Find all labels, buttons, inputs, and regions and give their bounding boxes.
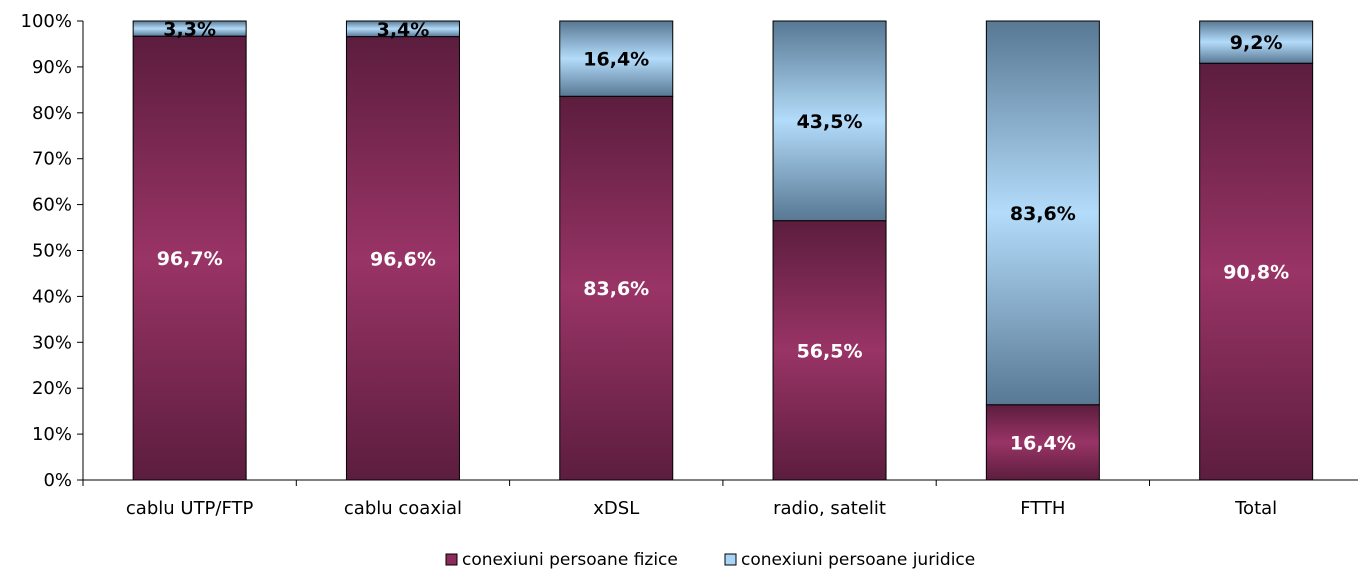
bar-persoane-fizice [345, 36, 460, 481]
y-tick-label: 70% [32, 149, 72, 170]
y-tick-label: 40% [32, 286, 72, 307]
data-label: 16,4% [583, 49, 649, 71]
bar-persoane-juridice [132, 20, 247, 37]
data-label: 83,6% [1010, 203, 1076, 225]
legend-label: conexiuni persoane juridice [741, 550, 975, 570]
bar-persoane-juridice [985, 20, 1100, 406]
x-tick-label: cablu UTP/FTP [126, 498, 254, 519]
legend-swatch [724, 553, 737, 566]
y-tick-label: 60% [32, 195, 72, 216]
y-tick-label: 80% [32, 103, 72, 124]
bar-persoane-juridice [1199, 20, 1314, 64]
data-label: 16,4% [1010, 432, 1076, 454]
data-label: 96,6% [370, 248, 436, 270]
y-tick-label: 50% [32, 241, 72, 262]
bar-persoane-juridice [345, 20, 460, 38]
data-label: 9,2% [1230, 32, 1283, 54]
bar-persoane-fizice [772, 220, 887, 481]
data-label: 96,7% [157, 248, 223, 270]
y-tick-label: 100% [21, 11, 72, 32]
bar-persoane-juridice [559, 20, 674, 97]
legend: conexiuni persoane fizice conexiuni perso… [445, 550, 975, 570]
y-tick-label: 0% [43, 470, 72, 491]
data-label: 56,5% [797, 340, 863, 362]
x-tick-label: xDSL [593, 498, 639, 519]
data-label: 43,5% [797, 111, 863, 133]
data-label: 3,4% [377, 19, 430, 41]
bar-persoane-juridice [772, 20, 887, 222]
legend-label: conexiuni persoane fizice [462, 550, 678, 570]
data-label: 83,6% [583, 278, 649, 300]
bar-persoane-fizice [1199, 62, 1314, 481]
y-tick-label: 30% [32, 332, 72, 353]
y-tick-label: 10% [32, 424, 72, 445]
data-label: 90,8% [1223, 262, 1289, 284]
y-tick-label: 20% [32, 378, 72, 399]
plot-area: 0% 10% 20% 30% 40% 50% 60% 70% 80% 90% 100% 96,7% 3,… [21, 11, 1358, 519]
x-tick-label: Total [1234, 498, 1277, 519]
legend-swatch [445, 553, 458, 566]
bar-persoane-fizice [985, 404, 1100, 481]
x-tick-label: FTTH [1020, 498, 1065, 519]
bar-persoane-fizice [559, 95, 674, 481]
x-tick-label: cablu coaxial [344, 498, 462, 519]
x-tick-label: radio, satelit [773, 498, 886, 519]
data-label: 3,3% [163, 19, 216, 41]
y-tick-label: 90% [32, 57, 72, 78]
